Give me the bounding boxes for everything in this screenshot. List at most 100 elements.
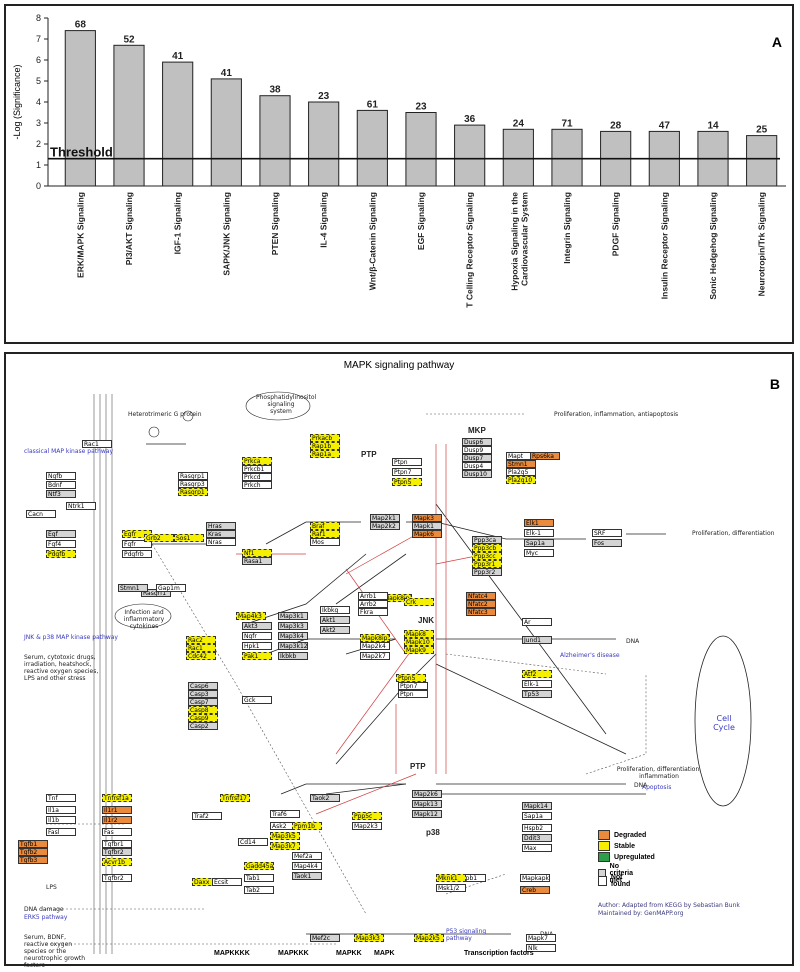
panel-b: MAPK signaling pathway B	[4, 352, 794, 969]
gene-node-il1r2: Il1r2	[102, 816, 132, 824]
gene-node-mapk9: Mapk9	[404, 646, 434, 654]
bar-value-label: 36	[464, 114, 476, 125]
group-label-ptp-1: PTP	[361, 450, 377, 459]
chart-bar-labels: 68 52 41 41 38 23 61 23 36 24 71 28 47 14 25	[75, 20, 768, 136]
gene-node-gap1m: Gap1m	[156, 584, 186, 592]
legend-swatch	[598, 830, 610, 840]
chart-x-tick-labels: ERK/MAPK Signaling PI3/AKT Signaling IGF-1…	[75, 192, 766, 308]
label-dna-damage: DNA damage	[24, 906, 64, 913]
gene-node-hras: Hras	[206, 522, 236, 530]
gene-node-ptpn7: Ptpn7	[392, 468, 422, 476]
bar	[356, 109, 388, 187]
gene-node-tp53: Tp53	[522, 690, 552, 698]
bar-value-label: 38	[269, 85, 281, 96]
gene-node-mapk3: Mapk3	[412, 514, 442, 522]
gene-node-ngfb: Ngfb	[46, 472, 76, 480]
gene-node-ntrk1: Ntrk1	[66, 502, 96, 510]
gene-node-akt3: Akt3	[242, 622, 272, 630]
gene-node-casp8: Casp8	[188, 706, 218, 714]
label-lps: LPS	[46, 884, 57, 891]
x-tick-label: T Celling Receptor Signaling	[465, 192, 475, 308]
gene-node-nfatc3: Nfatc3	[466, 608, 496, 616]
gene-node-il1b: Il1b	[46, 816, 76, 824]
gene-node-prkacb: Prkacb	[310, 434, 340, 442]
gene-node-ppp3r1: Ppp3r1	[472, 560, 502, 568]
gene-node-map2k2: Map2k2	[370, 522, 400, 530]
gene-node-ppm1b: Ppm1b	[292, 822, 322, 830]
gene-node-casp6: Casp6	[188, 682, 218, 690]
gene-node-mapk1: Mapk1	[412, 522, 442, 530]
gene-node-taok2: Taok2	[310, 794, 340, 802]
group-label-mkp: MKP	[468, 426, 486, 435]
bar-value-label: 24	[513, 118, 525, 129]
gene-node-rasgrp1: Rasgrp1	[178, 472, 208, 480]
legend-item: Not found	[598, 874, 633, 888]
section-classical: classical MAP kinase pathway	[24, 448, 114, 455]
y-tick-label: 0	[36, 181, 41, 191]
bar-value-label: 25	[756, 125, 768, 136]
legend-label: Stable	[614, 842, 636, 850]
gene-node-tgfbr2: Tgfbr2	[102, 848, 132, 856]
bar-value-label: 23	[318, 91, 330, 102]
gene-node-mapk10: Mapk10	[404, 638, 434, 646]
gene-node-map3k5: Map3k5	[270, 832, 300, 840]
bar-value-label: 61	[367, 99, 379, 110]
gene-node-map2k4: Map2k4	[360, 642, 390, 650]
gene-node-cdc42: Cdc42	[186, 652, 216, 660]
x-tick-label: Integrin Signaling	[562, 192, 572, 264]
legend-label: Upregulated	[614, 853, 655, 861]
gene-node-cd14: Cd14	[238, 838, 268, 846]
x-tick-label: Sonic Hedgehog Signaling	[708, 192, 718, 300]
x-tick-label: IL-4 Signaling	[319, 192, 329, 248]
gene-node-ppp3cb: Ppp3cb	[472, 544, 502, 552]
bar	[162, 61, 194, 187]
gene-node-mapk12: Mapk12	[412, 810, 442, 818]
gene-node-arrb2: Arrb2	[358, 600, 388, 608]
gene-node-kras: Kras	[206, 530, 236, 538]
gene-node-ikbkg: Ikbkg	[320, 606, 350, 614]
gene-node-elk1: Elk1	[524, 519, 554, 527]
bar	[551, 128, 583, 187]
y-tick-label: 3	[36, 118, 41, 128]
gene-node-ptpn: Ptpn	[398, 690, 428, 698]
gene-node-casp7: Casp7	[188, 698, 218, 706]
gene-node-map3k12: Map3k12	[278, 642, 308, 650]
gene-node-ar: Ar	[522, 618, 552, 626]
bar-value-label: 41	[221, 68, 233, 79]
gene-node-ecsit: Ecsit	[212, 878, 242, 886]
gene-node-dusp4: Dusp4	[462, 462, 492, 470]
y-tick-label: 2	[36, 139, 41, 149]
gene-node-tnfrsf17: Tnfrsf17	[220, 794, 250, 802]
tier-transcription-factors: Transcription factors	[464, 950, 534, 957]
group-label-jnk: JNK	[418, 616, 435, 625]
gene-node-map3k4: Map3k4	[278, 632, 308, 640]
gene-node-ntf3: Ntf3	[46, 490, 76, 498]
gene-node-prkcd: Prkcd	[242, 473, 272, 481]
gene-node-jund1: Jund1	[522, 636, 552, 644]
bar-value-label: 41	[172, 51, 184, 62]
section-erk5: ERK5 pathway	[24, 914, 68, 921]
gene-node-traf2: Traf2	[192, 812, 222, 820]
gene-node-il1r1: Il1r1	[102, 806, 132, 814]
gene-node-tnfrsf1a: Tnfrsf1a	[102, 794, 132, 802]
group-label-ptp-2: PTP	[410, 762, 426, 771]
y-tick-label: 6	[36, 55, 41, 65]
gene-node-rap1b: Rap1b	[310, 442, 340, 450]
x-tick-label: Insulin Receptor Signaling	[659, 192, 669, 299]
legend-label: No criteria met	[609, 863, 634, 884]
label-erk5-inputs: Serum, BDNF, reactive oxygen species or …	[24, 934, 86, 969]
gene-node-elk-1: Elk-1	[524, 529, 554, 537]
gene-node-tgfbr1: Tgfbr1	[102, 840, 132, 848]
gene-node-map2k6: Map2k6	[412, 790, 442, 798]
gene-node-map4k4: Map4k4	[292, 862, 322, 870]
gene-node-mknk1: Mknk1	[436, 874, 466, 882]
gene-node-pdgfrb: Pdgfrb	[122, 550, 152, 558]
gene-node-rac1: Rac1	[82, 440, 112, 448]
gene-node-mef2c: Mef2c	[310, 934, 340, 942]
gene-node-ngfr: Ngfr	[242, 632, 272, 640]
gene-node-rasgrp3: Rasgrp3	[178, 480, 208, 488]
gene-node-myc: Myc	[524, 549, 554, 557]
gene-node-braf: Braf	[310, 522, 340, 530]
gene-node-fgf4: Fgf4	[46, 540, 76, 548]
legend-item: Upregulated	[598, 852, 655, 862]
